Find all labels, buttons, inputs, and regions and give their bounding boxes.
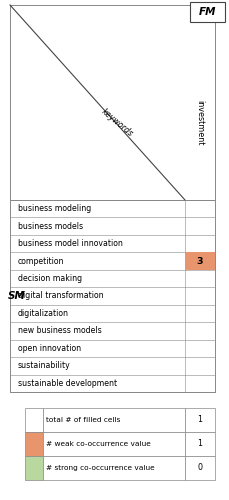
Bar [43,408,184,432]
Bar [10,200,214,392]
Text: keywords: keywords [100,107,134,138]
Text: digital transformation: digital transformation [18,292,103,300]
Text: sustainable development: sustainable development [18,379,117,388]
Bar [184,456,214,480]
Bar [184,252,214,270]
Bar [25,432,43,456]
Text: investment: investment [195,100,204,145]
Bar [189,2,224,22]
Text: business models: business models [18,222,83,230]
Text: sustainability: sustainability [18,362,71,370]
Text: # strong co-occurrence value: # strong co-occurrence value [46,465,154,471]
Text: FM: FM [198,7,215,17]
Bar [10,5,214,200]
Text: open innovation: open innovation [18,344,81,353]
Text: total # of filled cells: total # of filled cells [46,417,120,423]
Bar [184,408,214,432]
Bar [43,456,184,480]
Text: SM: SM [8,291,26,301]
Text: 1: 1 [197,416,202,424]
Text: decision making: decision making [18,274,82,283]
Text: new business models: new business models [18,326,101,336]
Text: business modeling: business modeling [18,204,91,213]
Text: 3: 3 [196,256,202,266]
Bar [25,456,43,480]
Text: # weak co-occurrence value: # weak co-occurrence value [46,441,150,447]
Text: 0: 0 [197,464,202,472]
Text: competition: competition [18,256,64,266]
Bar [25,408,43,432]
Bar [43,432,184,456]
Text: digitalization: digitalization [18,309,69,318]
Bar [184,432,214,456]
Text: 1: 1 [197,440,202,448]
Text: business model innovation: business model innovation [18,239,122,248]
